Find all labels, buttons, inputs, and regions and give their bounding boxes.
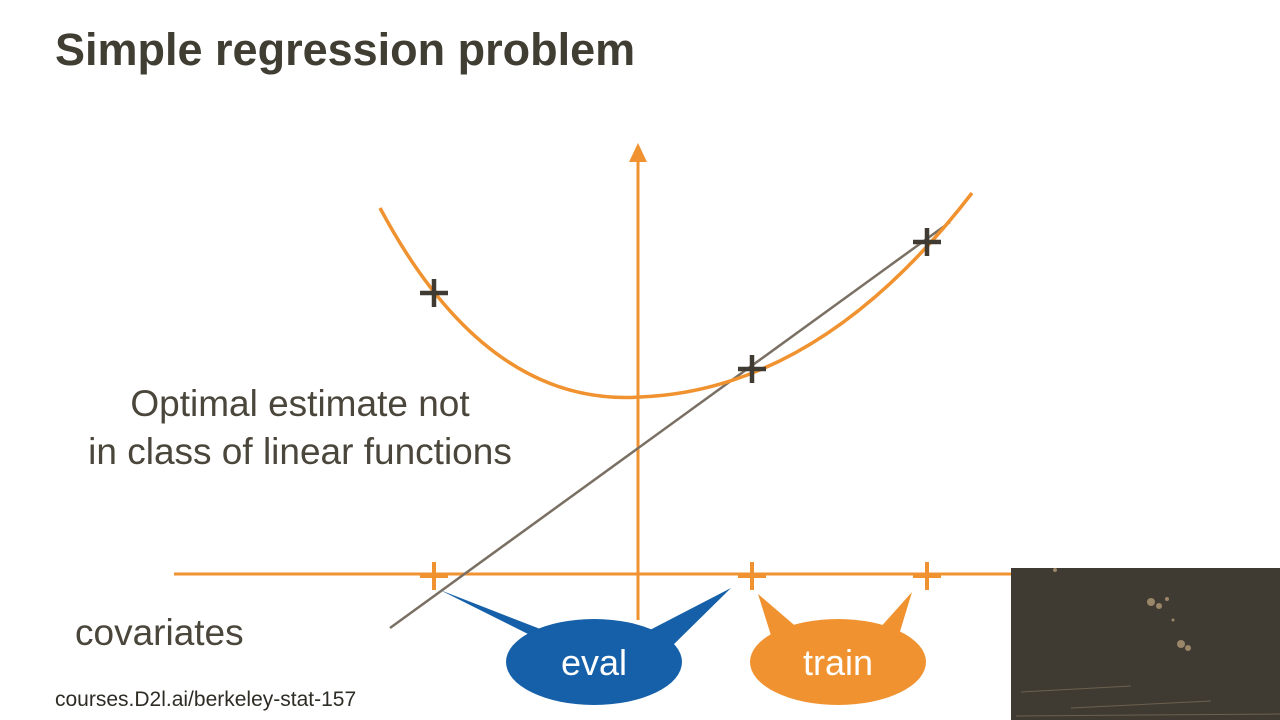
covariates-label: covariates <box>75 612 244 653</box>
data-point-plus-icon <box>420 279 448 307</box>
x-axis-ticks <box>420 562 941 590</box>
x-tick-plus-icon <box>420 562 448 590</box>
annotation-line-2: in class of linear functions <box>88 431 512 472</box>
quadratic-fit-curve <box>378 191 974 400</box>
annotation-text: Optimal estimate not in class of linear … <box>40 380 560 476</box>
data-point-plus-icon <box>738 355 766 383</box>
y-axis-arrowhead <box>629 143 647 162</box>
video-frame <box>1011 568 1280 720</box>
eval-bubble: eval <box>440 588 731 705</box>
x-tick-plus-icon <box>913 562 941 590</box>
annotation-line-1: Optimal estimate not <box>130 383 470 424</box>
presenter-video-inset <box>1011 568 1280 720</box>
data-points <box>420 228 941 383</box>
slide-title: Simple regression problem <box>55 24 636 75</box>
train-bubble: train <box>750 592 926 705</box>
data-point-plus-icon <box>913 228 941 256</box>
x-tick-plus-icon <box>738 562 766 590</box>
footer-link[interactable]: courses.D2l.ai/berkeley-stat-157 <box>55 688 357 711</box>
train-label: train <box>803 642 873 683</box>
eval-label: eval <box>561 642 627 683</box>
linear-fit-line <box>389 220 951 630</box>
